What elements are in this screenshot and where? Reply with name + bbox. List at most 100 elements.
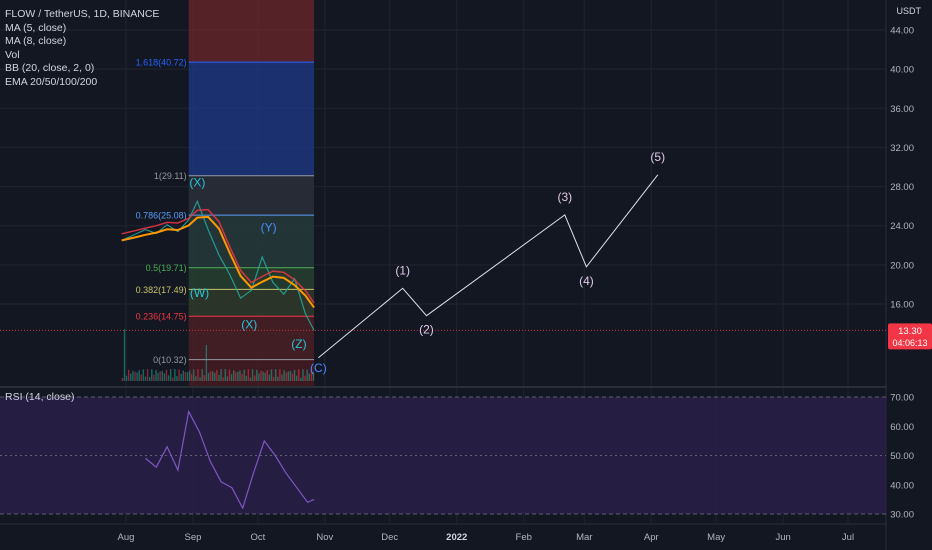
volume-bar <box>121 378 124 381</box>
volume-bar <box>312 371 315 381</box>
volume-bar <box>310 370 313 381</box>
time-tick-label: Jun <box>775 532 790 543</box>
volume-bar <box>218 375 220 381</box>
volume-bar <box>300 377 302 381</box>
wave-annotation[interactable]: (W) <box>190 286 209 300</box>
volume-bar <box>283 370 285 381</box>
volume-bar <box>270 369 273 381</box>
indicator-volume[interactable]: Vol <box>5 48 20 61</box>
volume-bar <box>184 371 187 381</box>
volume-bar <box>127 369 130 381</box>
volume-bar <box>155 370 157 381</box>
rsi-tick-label: 50.00 <box>890 451 914 462</box>
fib-level-label: 1(29.11) <box>154 171 187 181</box>
volume-bar <box>190 374 193 381</box>
wave-annotation[interactable]: (Z) <box>291 337 306 351</box>
volume-bar <box>274 369 277 381</box>
volume-bar <box>157 372 159 381</box>
volume-bar <box>272 376 275 381</box>
price-tick-label: 24.00 <box>890 221 914 232</box>
volume-bar <box>136 372 138 381</box>
time-tick-label: May <box>707 532 725 543</box>
fib-zone-top <box>188 0 315 63</box>
fib-zone <box>188 316 315 360</box>
price-axis-bg[interactable] <box>887 0 932 550</box>
volume-bar <box>193 369 195 381</box>
volume-bar <box>138 370 140 381</box>
time-tick-label: Aug <box>118 532 135 543</box>
symbol-title[interactable]: FLOW / TetherUS, 1D, BINANCE <box>5 8 160 20</box>
wave-projection-path[interactable] <box>318 174 659 359</box>
fib-zone-blue <box>188 62 315 176</box>
wave-annotation[interactable]: (X) <box>189 176 205 190</box>
volume-bar <box>163 373 166 381</box>
volume-bar <box>146 369 149 381</box>
volume-bar <box>142 369 145 381</box>
time-tick-label: Nov <box>316 532 333 543</box>
price-tick-label: 28.00 <box>890 182 914 193</box>
wave-label-1[interactable]: (1) <box>395 263 410 277</box>
volume-bar <box>281 374 283 381</box>
ma-line <box>121 215 315 309</box>
volume-bar <box>268 374 271 381</box>
price-tick-label: 20.00 <box>890 260 914 271</box>
volume-bar <box>230 374 233 381</box>
volume-bar <box>195 376 197 381</box>
volume-bar <box>243 369 245 381</box>
volume-bar <box>207 373 210 381</box>
volume-bar <box>226 376 229 381</box>
volume-bar <box>130 373 132 381</box>
volume-bar <box>174 369 176 381</box>
volume-bar <box>232 370 235 381</box>
volume-bar <box>262 371 264 381</box>
wave-label-2[interactable]: (2) <box>419 323 434 337</box>
wave-label-c[interactable]: (C) <box>310 361 327 375</box>
fib-level-label: 0.382(17.49) <box>136 285 187 295</box>
volume-bar <box>245 375 247 381</box>
indicator-ma8[interactable]: MA (8, close) <box>5 35 67 48</box>
volume-bar <box>298 369 300 381</box>
volume-bar <box>151 369 153 381</box>
volume-bar <box>277 376 279 381</box>
ma-line-2 <box>121 208 315 304</box>
volume-bar <box>287 371 289 381</box>
fib-level-label: 0(10.32) <box>153 355 187 365</box>
last-price-badge <box>888 323 932 350</box>
fib-level-label: 0.786(25.08) <box>136 211 187 221</box>
fib-zone <box>188 215 315 268</box>
wave-annotation[interactable]: (X) <box>241 317 257 331</box>
indicator-ma5[interactable]: MA (5, close) <box>5 21 67 34</box>
rsi-band <box>0 397 886 514</box>
volume-bar <box>169 369 172 381</box>
fib-level-label: 1.618(40.72) <box>136 58 187 68</box>
volume-bar <box>293 369 296 381</box>
wave-label-4[interactable]: (4) <box>579 274 594 288</box>
volume-bar <box>222 377 224 381</box>
currency-label[interactable]: USDT <box>897 6 922 16</box>
rsi-tick-label: 40.00 <box>890 480 914 491</box>
indicator-legend: FLOW / TetherUS, 1D, BINANCE MA (5, clos… <box>5 8 159 90</box>
volume-bar <box>199 377 201 381</box>
volume-bar <box>216 369 218 381</box>
volume-bar <box>159 371 161 381</box>
volume-bar <box>211 371 214 381</box>
volume-bar <box>132 370 134 381</box>
volume-bar <box>258 373 260 381</box>
wave-label-3[interactable]: (3) <box>557 190 572 204</box>
fib-level-label: 0.5(19.71) <box>146 263 187 273</box>
volume-bar <box>235 372 237 381</box>
rsi-legend[interactable]: RSI (14, close) <box>5 391 75 403</box>
price-tick-label: 16.00 <box>890 300 914 311</box>
fib-extension[interactable]: 0(10.32) 0.236(14.75) 0.382(17.49) 0.5(19.7… <box>136 0 315 386</box>
wave-label-5[interactable]: (5) <box>650 150 665 164</box>
indicator-ema[interactable]: EMA 20/50/100/200 <box>5 75 98 88</box>
volume-bar <box>239 370 241 381</box>
indicator-bollinger[interactable]: BB (20, close, 2, 0) <box>5 62 95 75</box>
fib-zone <box>188 267 315 290</box>
wave-annotation[interactable]: (Y) <box>261 221 277 235</box>
elliott-wave-projection[interactable]: (C) (1) (2) (3) (4) (5) <box>310 150 665 375</box>
last-price-value: 13.30 <box>898 326 922 337</box>
volume-bar <box>304 375 306 381</box>
